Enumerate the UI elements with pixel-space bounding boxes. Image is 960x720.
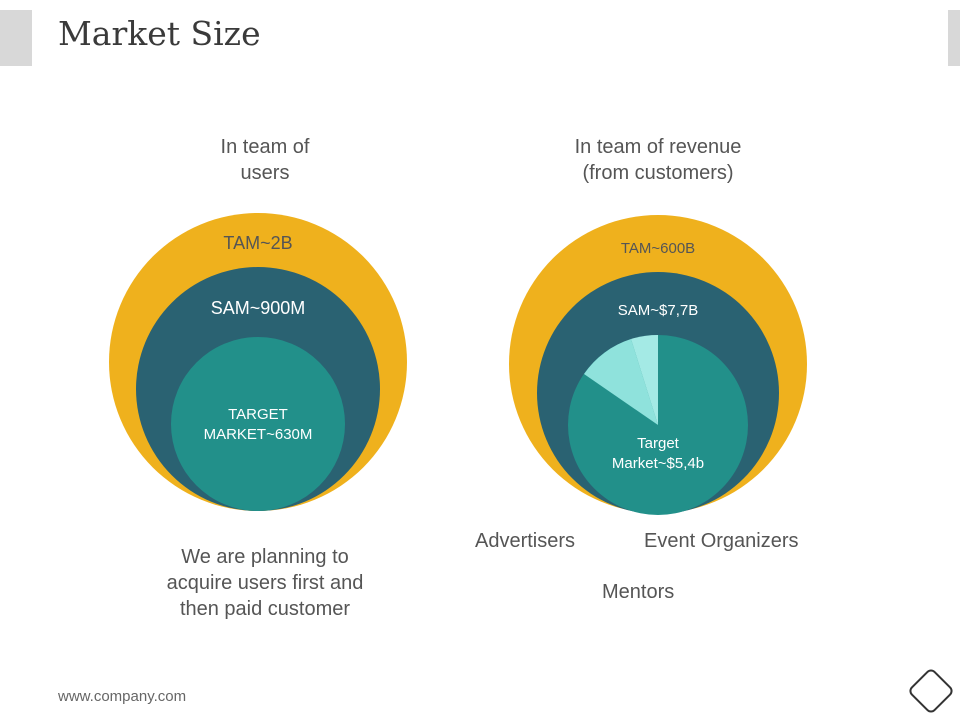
right-tam-label: TAM~600B bbox=[621, 240, 695, 257]
corner-accent-right bbox=[948, 10, 960, 66]
left-note-line-1: We are planning to bbox=[181, 546, 349, 568]
segment-event-organizers: Event Organizers bbox=[644, 530, 799, 552]
right-market-circles: TAM~600B SAM~$7,7B Target Market~$5,4b bbox=[509, 215, 807, 515]
right-heading-line-2: (from customers) bbox=[582, 162, 734, 184]
left-target-label-line-1: TARGET bbox=[228, 406, 288, 423]
right-sam-label: SAM~$7,7B bbox=[618, 302, 698, 319]
left-target-label-line-2: MARKET~630M bbox=[204, 426, 313, 443]
diamond-shape bbox=[906, 666, 956, 716]
left-note-line-2: acquire users first and bbox=[166, 572, 364, 594]
right-target-label-line-2: Market~$5,4b bbox=[612, 455, 704, 472]
left-heading: In team of users bbox=[165, 134, 365, 186]
left-sam-label: SAM~900M bbox=[211, 298, 306, 318]
footer-url: www.company.com bbox=[58, 688, 187, 705]
right-heading-line-1: In team of revenue bbox=[574, 136, 742, 158]
page-title: Market Size bbox=[58, 14, 261, 53]
left-market-circles: TAM~2B SAM~900M TARGET MARKET~630M bbox=[109, 213, 407, 511]
left-tam-label: TAM~2B bbox=[223, 233, 292, 253]
corner-accent-left bbox=[0, 10, 32, 66]
segment-advertisers: Advertisers bbox=[475, 530, 576, 552]
right-target-slice-light bbox=[584, 339, 658, 425]
right-target-slice-lighter bbox=[631, 334, 658, 425]
left-target-circle bbox=[171, 337, 345, 511]
left-heading-line-2: users bbox=[240, 162, 290, 184]
segment-mentors: Mentors bbox=[602, 581, 675, 603]
left-note-line-3: then paid customer bbox=[179, 598, 351, 620]
right-target-label-line-1: Target bbox=[637, 435, 680, 452]
diamond-logo-icon bbox=[906, 666, 956, 716]
left-note: We are planning to acquire users first a… bbox=[130, 544, 400, 622]
left-heading-line-1: In team of bbox=[220, 136, 310, 158]
right-heading: In team of revenue (from customers) bbox=[518, 134, 798, 186]
